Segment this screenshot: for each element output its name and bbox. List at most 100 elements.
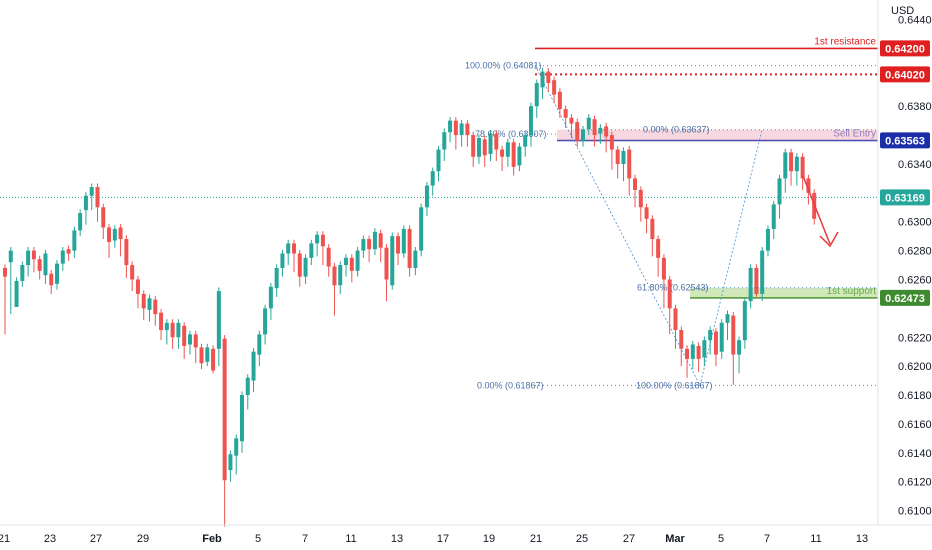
candle-body: [396, 236, 401, 254]
candle-body: [638, 189, 643, 208]
candle-body: [783, 152, 788, 179]
candle-body: [320, 234, 325, 247]
candle-body: [159, 312, 164, 331]
candle-body: [500, 149, 505, 157]
candle-body: [378, 233, 383, 248]
candle-body: [661, 257, 666, 280]
candle-body: [650, 218, 655, 240]
candle-body: [656, 239, 661, 258]
candle-body: [424, 185, 429, 208]
candle-body: [575, 122, 580, 141]
candle-body: [361, 239, 366, 251]
candle-body: [644, 207, 649, 219]
time-axis[interactable]: 21 23 27 29 Feb 5 7 11 13 17 19 21 25 27 Mar 5 7 11 13: [0, 533, 868, 545]
candle-body: [465, 123, 470, 136]
candle-body: [182, 325, 187, 346]
price-badge-label: 0.63169: [885, 192, 925, 204]
candle-body: [384, 247, 389, 280]
candle-body: [413, 250, 418, 268]
candle-body: [685, 348, 690, 359]
candle-body: [239, 395, 244, 442]
candle-body: [251, 351, 256, 381]
arrow-head-icon: [819, 231, 839, 248]
fib-label: 61.80% (0.62543): [637, 283, 709, 293]
candle-body: [164, 322, 169, 331]
candle-body: [332, 266, 337, 286]
candle-body: [742, 301, 747, 341]
candle-body: [263, 308, 268, 335]
candle-body: [55, 263, 60, 284]
candle-body: [442, 132, 447, 150]
candle-body: [37, 259, 42, 271]
candle-body: [517, 146, 522, 166]
x-tick-label: 21: [530, 533, 542, 545]
candle-body: [760, 250, 765, 294]
candle-body: [3, 267, 7, 277]
candle-body: [309, 243, 314, 258]
x-tick-label: Feb: [202, 533, 222, 545]
candle-body: [49, 273, 54, 286]
candle-body: [349, 257, 354, 271]
candle-body: [523, 135, 528, 147]
candle-body: [286, 243, 291, 254]
support-zone: [690, 287, 878, 298]
x-tick-label: 7: [764, 533, 770, 545]
y-tick-label: 0.61000: [898, 506, 932, 518]
candle-body: [153, 299, 158, 315]
price-badge-label: 0.63563: [885, 135, 925, 147]
candle-body: [702, 340, 707, 358]
currency-label: USD: [891, 5, 914, 17]
x-tick-label: 7: [302, 533, 308, 545]
x-tick-label: 19: [483, 533, 495, 545]
candle-body: [592, 119, 597, 136]
candle-body: [777, 178, 782, 205]
candle-body: [101, 207, 106, 228]
candle-body: [598, 127, 603, 134]
candle-body: [89, 187, 94, 196]
candle-body: [748, 267, 753, 302]
candle-body: [280, 253, 285, 268]
candle-body: [540, 71, 545, 88]
price-badge-label: 0.64020: [885, 69, 925, 81]
candle-body: [765, 228, 770, 251]
x-tick-label: 17: [437, 533, 449, 545]
candle-body: [621, 150, 626, 164]
candle-body: [754, 267, 759, 294]
candle-body: [690, 344, 695, 359]
candle-body: [667, 279, 672, 309]
fib-label: 0.00% (0.63637): [643, 125, 710, 135]
x-tick-label: 11: [810, 533, 821, 545]
candle-body: [216, 291, 221, 349]
fib-label: 78.60% (0.63607): [475, 129, 547, 139]
candle-body: [633, 178, 638, 190]
candle-body: [355, 250, 360, 271]
price-badge: [880, 289, 930, 306]
candle-body: [569, 117, 574, 124]
down-arrow-icon: [802, 175, 831, 245]
candle-body: [8, 250, 13, 263]
price-badges-layer: 0.64200 0.64020 0.63563 0.63169 0.62473: [880, 40, 930, 306]
candle-body: [124, 239, 129, 266]
price-badge: [880, 132, 930, 149]
candle-body: [78, 213, 83, 231]
fib-label: 0.00% (0.61867): [477, 380, 544, 390]
candle-body: [557, 91, 562, 110]
candle-body: [627, 149, 632, 179]
candle-body: [679, 330, 684, 349]
candle-body: [789, 152, 794, 172]
x-tick-label: 13: [391, 533, 403, 545]
candles-layer: [3, 67, 817, 527]
candle-body: [141, 293, 146, 309]
candle-body: [268, 286, 273, 309]
candle-body: [436, 149, 441, 172]
candle-body: [170, 322, 175, 338]
candle-body: [719, 322, 724, 352]
candle-body: [586, 117, 591, 130]
candle-body: [367, 239, 372, 250]
